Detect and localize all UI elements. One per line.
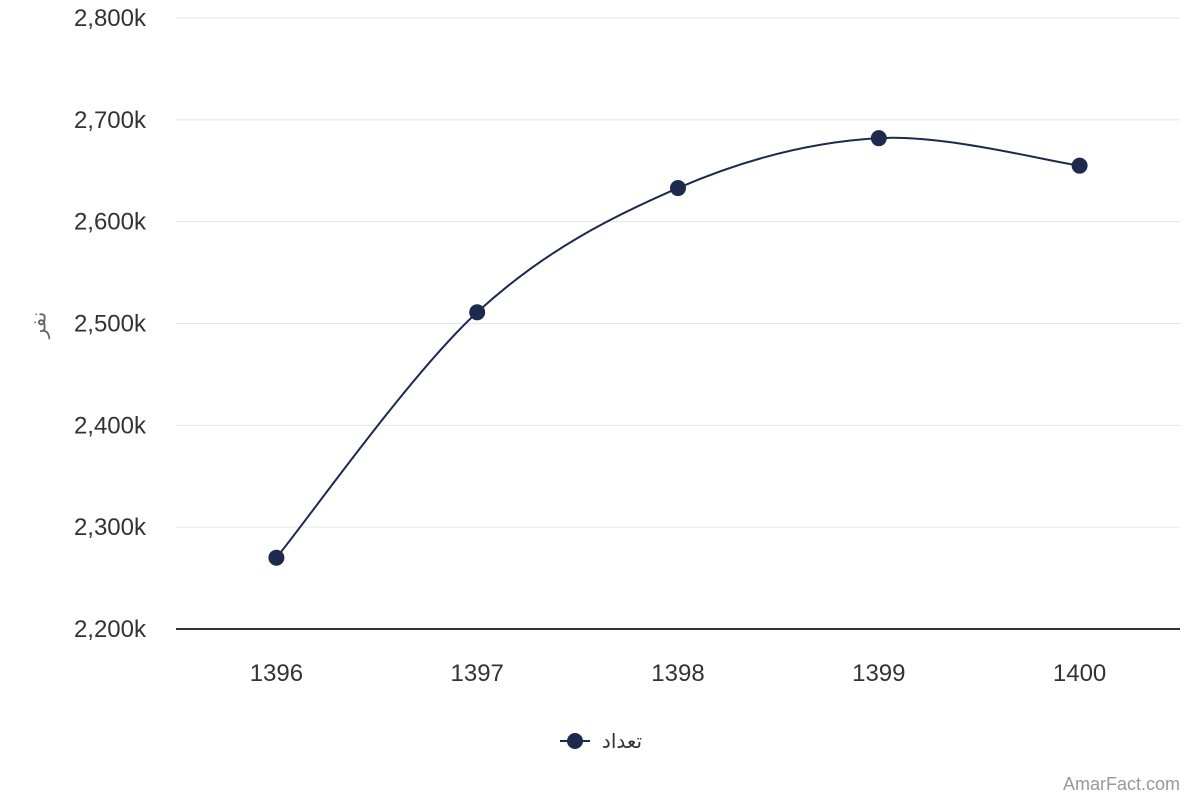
data-point[interactable] (1071, 157, 1088, 174)
y-axis-ticks: 2,200k 2,300k 2,400k 2,500k 2,600k 2,700k 2,80… (74, 5, 147, 643)
y-axis-label: نفر (27, 312, 51, 340)
y-tick-label: 2,500k (74, 311, 147, 338)
x-axis-ticks: 1396 1397 1398 1399 1400 (250, 660, 1107, 687)
data-point[interactable] (870, 130, 887, 147)
x-tick-label: 1397 (451, 660, 504, 687)
x-tick-label: 1396 (250, 660, 303, 687)
series-line (275, 136, 1080, 559)
data-point[interactable] (268, 549, 285, 566)
data-point[interactable] (469, 304, 486, 321)
y-tick-label: 2,800k (74, 5, 147, 32)
legend-marker-icon (567, 733, 583, 749)
y-tick-label: 2,700k (74, 107, 147, 134)
grid-lines (176, 17, 1180, 528)
y-tick-label: 2,400k (74, 412, 147, 439)
y-tick-label: 2,200k (74, 616, 147, 643)
legend-label: تعداد (602, 729, 642, 753)
data-point[interactable] (670, 180, 686, 197)
x-tick-label: 1399 (852, 660, 905, 687)
credit-text[interactable]: AmarFact.com (1063, 774, 1180, 794)
legend[interactable]: تعداد (560, 729, 642, 753)
y-tick-label: 2,600k (74, 209, 147, 236)
x-tick-label: 1398 (651, 660, 704, 687)
data-points (268, 130, 1088, 566)
x-tick-label: 1400 (1053, 660, 1106, 687)
y-tick-label: 2,300k (74, 514, 147, 541)
